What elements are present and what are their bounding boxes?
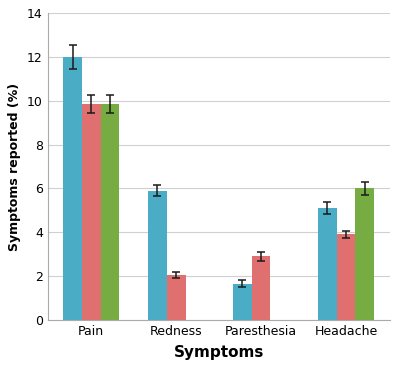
- Bar: [82, 104, 101, 320]
- Bar: [355, 188, 374, 320]
- Bar: [337, 234, 355, 320]
- Bar: [101, 104, 119, 320]
- Bar: [148, 191, 167, 320]
- Y-axis label: Symptoms reported (%): Symptoms reported (%): [8, 82, 21, 251]
- Bar: [318, 208, 337, 320]
- X-axis label: Symptoms: Symptoms: [174, 345, 264, 360]
- Bar: [63, 57, 82, 320]
- Bar: [233, 284, 252, 320]
- Bar: [167, 275, 185, 320]
- Bar: [252, 256, 271, 320]
